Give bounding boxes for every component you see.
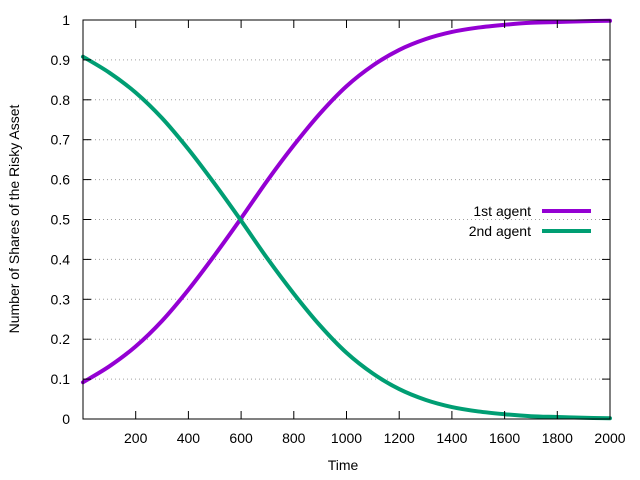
grid-lines <box>83 59 610 380</box>
series-layer <box>81 18 612 421</box>
x-tick-label: 2000 <box>594 430 625 446</box>
x-tick-label: 1000 <box>331 430 362 446</box>
x-tick-label: 1600 <box>489 430 520 446</box>
y-tick-label: 0.4 <box>51 251 71 267</box>
y-axis-label: Number of Shares of the Risky Asset <box>6 105 22 334</box>
y-tick-label: 1 <box>62 12 70 28</box>
y-tick-label: 0.3 <box>51 291 71 307</box>
x-tick-label: 800 <box>282 430 306 446</box>
y-tick-labels: 0 0.1 0.2 0.3 0.4 0.5 0.6 0.7 0.8 0.9 1 <box>51 12 71 427</box>
tick-marks <box>83 19 611 420</box>
plot-frame <box>82 19 611 420</box>
legend: 1st agent 2nd agent <box>469 203 591 239</box>
y-tick-label: 0.5 <box>51 212 71 228</box>
y-tick-label: 0.1 <box>51 371 71 387</box>
y-tick-label: 0 <box>62 411 70 427</box>
x-tick-label: 200 <box>124 430 148 446</box>
x-tick-label: 400 <box>177 430 201 446</box>
legend-label-2: 2nd agent <box>469 223 531 239</box>
x-axis-label: Time <box>328 457 359 473</box>
series-line-2 <box>81 54 612 421</box>
x-tick-label: 1800 <box>542 430 573 446</box>
y-tick-label: 0.6 <box>51 172 71 188</box>
y-tick-label: 0.9 <box>51 52 71 68</box>
legend-label-1: 1st agent <box>473 203 531 219</box>
x-tick-labels: 200 400 600 800 1000 1200 1400 1600 1800 2000 <box>124 430 626 446</box>
y-tick-label: 0.7 <box>51 132 71 148</box>
y-tick-label: 0.8 <box>51 92 71 108</box>
series-line-1 <box>81 18 612 385</box>
y-tick-label: 0.2 <box>51 331 71 347</box>
x-tick-label: 600 <box>229 430 253 446</box>
x-tick-label: 1200 <box>384 430 415 446</box>
x-tick-label: 1400 <box>436 430 467 446</box>
